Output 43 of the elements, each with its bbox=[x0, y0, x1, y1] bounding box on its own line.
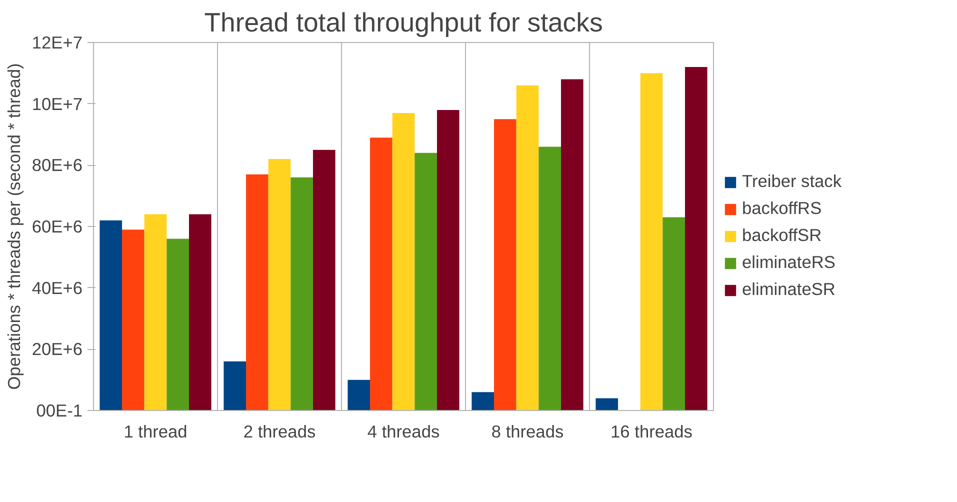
bar bbox=[414, 152, 437, 410]
bar bbox=[436, 110, 460, 410]
bar bbox=[494, 119, 516, 410]
bar bbox=[246, 174, 268, 410]
x-tick-label: 1 thread bbox=[124, 422, 188, 442]
bar bbox=[370, 138, 392, 410]
bar bbox=[684, 67, 708, 410]
y-tick-label: 40E+6 bbox=[32, 278, 83, 298]
y-tick-label: 00E-1 bbox=[36, 400, 83, 420]
bar bbox=[290, 177, 313, 410]
y-tick-label: 80E+6 bbox=[32, 155, 83, 176]
bar bbox=[188, 214, 212, 410]
y-tick-label: 10E+7 bbox=[32, 94, 83, 114]
x-tick-label: 4 threads bbox=[367, 422, 440, 442]
bar bbox=[268, 159, 291, 410]
y-tick-label: 20E+6 bbox=[32, 339, 83, 360]
bar bbox=[166, 238, 189, 410]
bar bbox=[640, 73, 663, 410]
bar bbox=[538, 146, 561, 410]
legend-label: eliminateRS bbox=[742, 252, 836, 273]
y-tick-label: 12E+7 bbox=[32, 32, 83, 52]
bar bbox=[122, 230, 144, 410]
bar bbox=[100, 220, 122, 410]
bar bbox=[144, 214, 167, 410]
bar bbox=[560, 79, 584, 410]
chart-title: Thread total throughput for stacks bbox=[204, 8, 603, 38]
bar bbox=[472, 392, 494, 410]
bar bbox=[516, 85, 539, 410]
bar bbox=[392, 113, 415, 410]
x-tick-label: 16 threads bbox=[610, 422, 693, 442]
legend-label: backoffRS bbox=[742, 198, 822, 219]
bar bbox=[224, 361, 246, 410]
bar bbox=[662, 217, 685, 410]
bar bbox=[312, 150, 336, 410]
x-tick-label: 8 threads bbox=[491, 422, 564, 442]
y-axis-title: Operations * threads per (second * thread) bbox=[4, 63, 24, 390]
legend-label: backoffSR bbox=[742, 225, 822, 246]
legend-label: eliminateSR bbox=[742, 279, 836, 300]
bar bbox=[348, 380, 370, 410]
bar bbox=[596, 398, 618, 410]
x-tick-label: 2 threads bbox=[243, 422, 316, 442]
y-tick-label: 60E+6 bbox=[32, 216, 83, 236]
legend-label: Treiber stack bbox=[742, 171, 842, 192]
